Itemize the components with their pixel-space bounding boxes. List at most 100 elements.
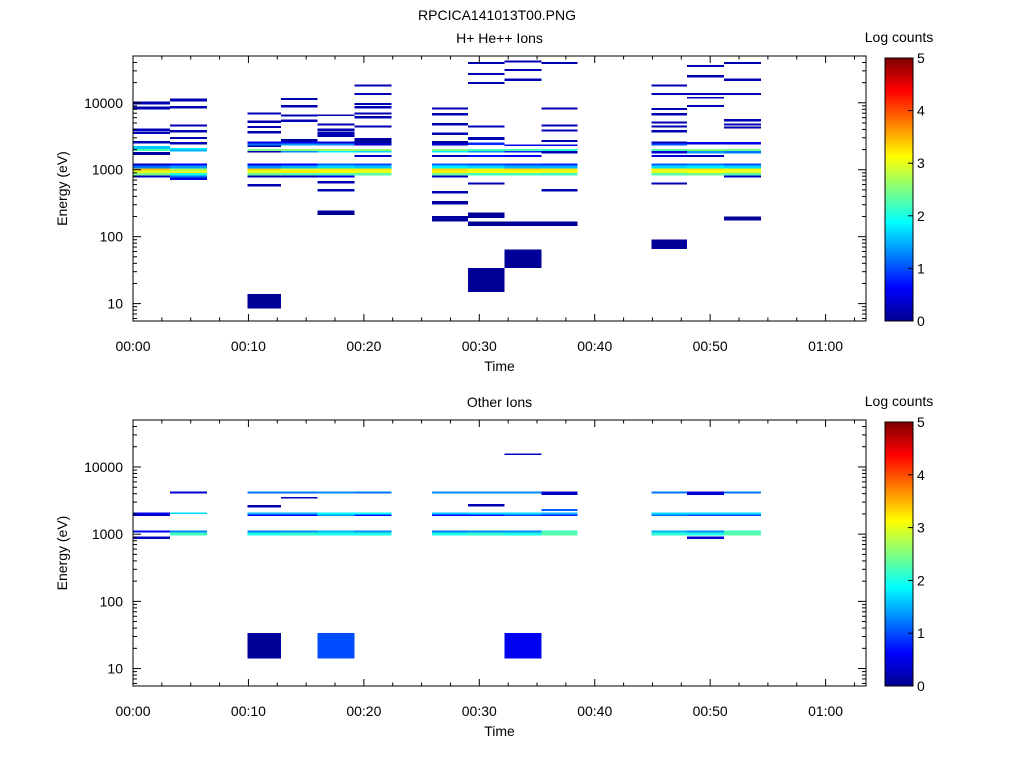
- heatmap-cell: [687, 93, 725, 96]
- heatmap-cell: [133, 170, 170, 173]
- heatmap-cell: [354, 148, 392, 152]
- heatmap-cell: [541, 532, 578, 536]
- heatmap-cell: [651, 532, 688, 536]
- heatmap-cell: [687, 172, 725, 176]
- heatmap-cell: [247, 163, 281, 166]
- heatmap-cell: [133, 148, 170, 152]
- heatmap-cell: [133, 168, 170, 171]
- heatmap-cell: [317, 168, 355, 171]
- heatmap-cell: [467, 168, 505, 171]
- heatmap-cell: [687, 536, 725, 539]
- heatmap-cell: [504, 148, 542, 152]
- heatmap-cell: [317, 131, 355, 135]
- heatmap-cell: [651, 512, 688, 515]
- heatmap-cell: [431, 113, 468, 116]
- x-tick-label: 00:20: [346, 338, 381, 354]
- colorbar-tick-label: 3: [917, 520, 925, 536]
- heatmap-cell: [317, 175, 355, 178]
- x-tick-label: 00:10: [231, 338, 266, 354]
- heatmap-cell: [724, 93, 761, 96]
- heatmap-cell: [247, 151, 281, 153]
- heatmap-cell: [687, 75, 725, 78]
- heatmap-cell: [354, 170, 392, 173]
- heatmap-cell: [504, 512, 542, 515]
- heatmap-cell: [724, 512, 761, 515]
- heatmap-cell: [467, 163, 505, 166]
- colorbar-tick-label: 2: [917, 572, 925, 588]
- heatmap-cell: [354, 155, 392, 157]
- heatmap-cell: [247, 148, 281, 152]
- heatmap-cell: [247, 165, 281, 169]
- heatmap-cell: [541, 163, 578, 166]
- heatmap-cell: [354, 137, 392, 144]
- heatmap-cell: [247, 143, 281, 146]
- colorbar-tick-label: 0: [917, 678, 925, 694]
- heatmap-cell: [467, 491, 505, 494]
- heatmap-cell: [431, 168, 468, 171]
- heatmap-cell: [354, 84, 392, 87]
- heatmap-cell: [541, 514, 578, 517]
- x-tick-label: 00:00: [115, 338, 150, 354]
- heatmap-cell: [431, 151, 468, 153]
- heatmap-cell: [354, 165, 392, 169]
- heatmap-cell: [504, 168, 542, 171]
- heatmap-cell: [651, 125, 688, 128]
- heatmap-cell: [133, 514, 170, 517]
- heatmap-cell: [169, 177, 207, 181]
- heatmap-cell: [724, 141, 761, 145]
- heatmap-cell: [169, 124, 207, 127]
- heatmap-cell: [651, 165, 688, 169]
- heatmap-cell: [467, 155, 505, 157]
- heatmap-cell: [133, 172, 170, 176]
- heatmap-cell: [317, 210, 355, 216]
- heatmap-cell: [431, 148, 468, 152]
- heatmap-cell: [354, 105, 392, 109]
- colorbar-tick-label: 3: [917, 155, 925, 171]
- colorbar: [884, 421, 914, 687]
- colorbar-label: Log counts: [865, 393, 934, 409]
- heatmap-cell: [280, 97, 318, 101]
- heatmap-cell: [724, 126, 761, 129]
- heatmap-cell: [354, 168, 392, 171]
- heatmap-cell: [247, 632, 281, 659]
- heatmap-cell: [431, 170, 468, 173]
- heatmap-cell: [651, 491, 688, 494]
- heatmap-cell: [651, 148, 688, 152]
- heatmap-cell: [651, 168, 688, 171]
- heatmap-cell: [247, 170, 281, 173]
- heatmap-cell: [687, 165, 725, 169]
- heatmap-cell: [651, 514, 688, 517]
- heatmap-cell: [467, 182, 505, 185]
- heatmap-cell: [133, 163, 170, 166]
- heatmap-cell: [724, 530, 761, 533]
- heatmap-cell: [467, 512, 505, 515]
- heatmap-cell: [687, 168, 725, 171]
- heatmap-cell: [687, 491, 725, 496]
- heatmap-cell: [169, 175, 207, 178]
- heatmap-cell: [247, 491, 281, 494]
- heatmap-cell: [317, 151, 355, 153]
- heatmap-cell: [247, 168, 281, 171]
- heatmap-cell: [280, 170, 318, 173]
- y-tick-label: 10: [107, 296, 123, 312]
- heatmap-cell: [431, 143, 468, 146]
- heatmap-cell: [651, 143, 688, 146]
- x-tick-label: 00:40: [577, 338, 612, 354]
- colorbar-tick-label: 1: [917, 260, 925, 276]
- heatmap-cell: [687, 170, 725, 173]
- heatmap-cell: [280, 119, 318, 122]
- heatmap-cell: [431, 191, 468, 194]
- heatmap-cell: [541, 491, 578, 496]
- heatmap-cell: [541, 530, 578, 533]
- heatmap-cell: [247, 293, 281, 309]
- heatmap-cell: [651, 130, 688, 133]
- heatmap-cell: [317, 165, 355, 169]
- y-axis-label: Energy (eV): [54, 516, 70, 591]
- y-tick-label: 1000: [92, 526, 123, 542]
- heatmap-cell: [724, 61, 761, 64]
- heatmap-cell: [431, 530, 468, 533]
- heatmap-cell: [431, 512, 468, 515]
- heatmap-cell: [687, 532, 725, 536]
- heatmap-cell: [467, 165, 505, 169]
- heatmap-cell: [687, 155, 725, 157]
